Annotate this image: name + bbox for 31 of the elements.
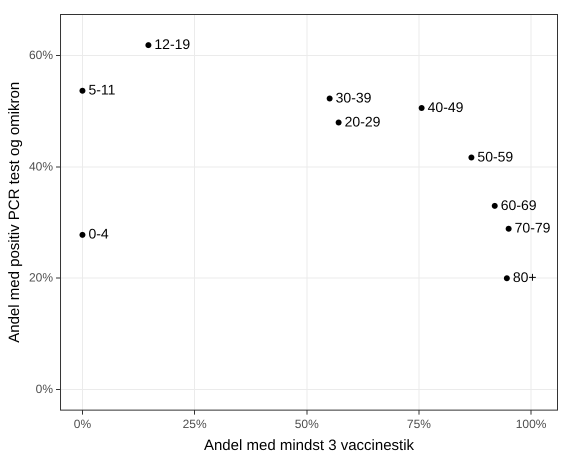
annotation: 0-4	[88, 226, 109, 242]
point	[506, 226, 512, 232]
annotation: 60-69	[500, 196, 537, 213]
x-tick-label: 100%	[516, 417, 547, 432]
annotation: 70-79	[514, 220, 551, 236]
point	[145, 42, 152, 48]
annotation: 12-19	[154, 36, 190, 52]
y-tick-label: 60%	[28, 48, 54, 62]
point	[336, 119, 342, 126]
annotation: 5-11	[88, 82, 116, 98]
y-tick-label: 0%	[36, 382, 54, 396]
annotation: 80+	[512, 269, 537, 286]
point	[468, 154, 474, 161]
y-axis-title: Andel med positiv PCR test og omikron	[6, 82, 24, 343]
x-tick-label: 0%	[74, 417, 92, 432]
point	[79, 88, 86, 94]
annotation: 20-29	[344, 113, 381, 130]
x-tick-label: 50%	[294, 417, 320, 432]
x-tick-label: 25%	[182, 417, 207, 432]
annotation: 50-59	[477, 148, 514, 164]
point	[492, 202, 498, 209]
point	[504, 275, 510, 282]
x-axis-title: Andel med mindst 3 vaccinestik	[204, 437, 415, 454]
point	[418, 105, 425, 112]
point	[79, 232, 86, 238]
annotation: 40-49	[428, 98, 464, 115]
point	[326, 96, 333, 102]
x-tick-label: 75%	[406, 417, 432, 432]
y-tick-label: 20%	[28, 270, 54, 285]
annotation: 30-39	[336, 89, 372, 106]
y-tick-label: 40%	[28, 159, 54, 174]
